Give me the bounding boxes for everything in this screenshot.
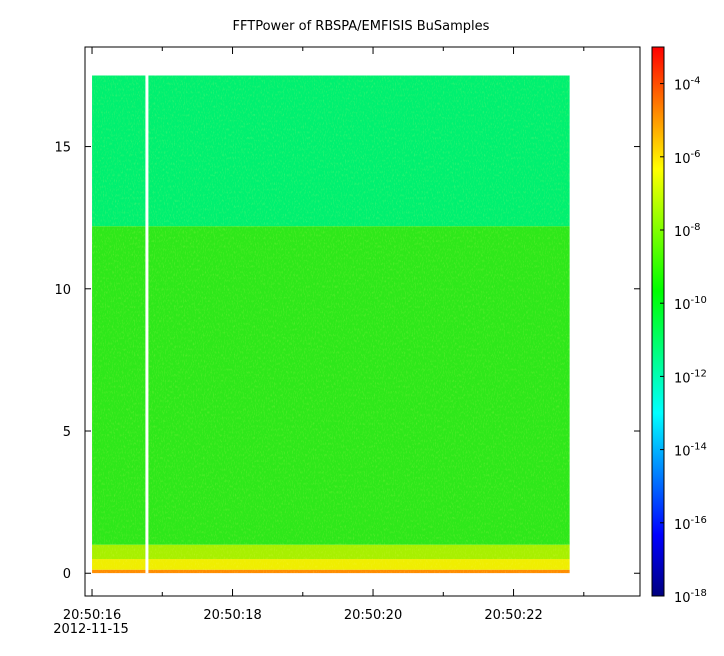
- x-tick-label: 20:50:16: [63, 608, 121, 623]
- colorbar-tick-label: 10-6: [674, 149, 701, 167]
- chart-title: FFTPower of RBSPA/EMFISIS BuSamples: [233, 19, 490, 34]
- y-tick-label: 5: [63, 425, 71, 440]
- colorbar-tick-label: 10-4: [674, 76, 701, 94]
- texture-noise: [92, 75, 570, 574]
- colorbar-tick-label: 10-10: [674, 295, 707, 313]
- y-tick-label: 15: [54, 141, 71, 156]
- colorbar-tick-label: 10-16: [674, 515, 707, 533]
- colorbar-tick-label: 10-12: [674, 368, 707, 386]
- x-tick-date-label: 2012-11-15: [53, 622, 129, 637]
- x-tick-label: 20:50:22: [484, 608, 542, 623]
- colorbar-axis: 10-4 10-6 10-8 10-10 10-12 10-14 10-16 10-18: [660, 76, 707, 606]
- colorbar-tick-label: 10-18: [674, 588, 707, 606]
- colorbar-tick-label: 10-14: [674, 442, 707, 460]
- y-axis: 0 5 10 15: [54, 141, 640, 582]
- colorbar: [651, 46, 665, 597]
- y-tick-label: 0: [63, 567, 71, 582]
- colorbar-tick-label: 10-8: [674, 222, 701, 240]
- spectrogram-image: [92, 75, 570, 574]
- data-gap: [145, 75, 149, 574]
- y-tick-label: 10: [54, 283, 71, 298]
- x-tick-label: 20:50:18: [203, 608, 261, 623]
- x-tick-label: 20:50:20: [344, 608, 402, 623]
